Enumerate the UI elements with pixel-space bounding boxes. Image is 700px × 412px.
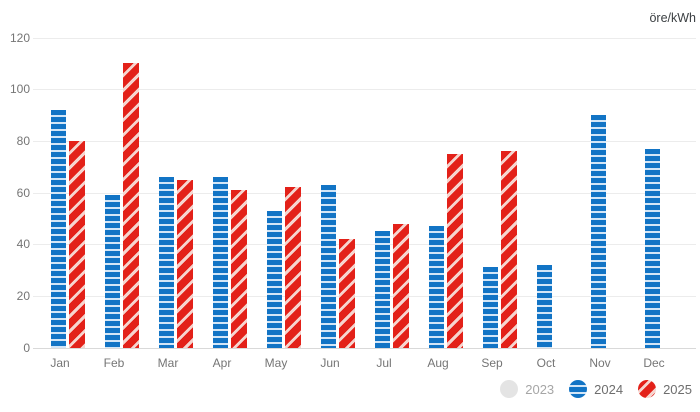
gridline-60 — [33, 192, 696, 194]
bar-2025-mar[interactable] — [177, 179, 193, 348]
bar-2025-jul[interactable] — [393, 223, 409, 348]
bar-2024-apr[interactable] — [213, 177, 228, 348]
x-tick-label-feb: Feb — [103, 356, 125, 370]
x-tick-label-dec: Dec — [643, 356, 665, 370]
x-tick-label-aug: Aug — [427, 356, 449, 370]
legend-swatch-2024-horizontal-stripes-icon — [569, 380, 588, 398]
bar-2024-feb[interactable] — [105, 195, 120, 348]
x-tick-label-jul: Jul — [376, 356, 392, 370]
bar-2024-jun[interactable] — [321, 184, 336, 348]
bar-2025-sep[interactable] — [501, 151, 517, 348]
bar-2024-aug[interactable] — [429, 226, 444, 348]
legend-swatch-2023-icon — [500, 380, 519, 398]
gridline-120 — [33, 37, 696, 39]
x-tick-label-jan: Jan — [50, 356, 70, 370]
bar-2025-jun[interactable] — [339, 239, 355, 348]
bar-2024-dec[interactable] — [645, 148, 660, 348]
y-tick-label-80: 80 — [16, 133, 30, 148]
bar-2024-sep[interactable] — [483, 267, 498, 348]
bar-2025-feb[interactable] — [123, 63, 139, 348]
y-tick-label-60: 60 — [16, 185, 30, 200]
y-tick-label-20: 20 — [16, 288, 30, 303]
bar-2025-may[interactable] — [285, 187, 301, 348]
legend-item-2025[interactable]: 2025 — [638, 380, 692, 398]
legend-label-2024: 2024 — [594, 381, 624, 397]
x-tick-label-apr: Apr — [212, 356, 232, 370]
y-axis-unit-label: öre/kWh — [649, 11, 696, 25]
x-axis-baseline — [33, 347, 696, 349]
legend-label-2025: 2025 — [663, 381, 692, 397]
gridline-40 — [33, 244, 696, 246]
bar-2025-apr[interactable] — [231, 189, 247, 348]
y-tick-label-120: 120 — [9, 30, 30, 45]
y-tick-label-40: 40 — [16, 237, 30, 252]
x-tick-label-mar: Mar — [157, 356, 179, 370]
bar-2025-aug[interactable] — [447, 153, 463, 348]
legend-label-2023: 2023 — [525, 381, 555, 397]
legend-item-2024[interactable]: 2024 — [569, 380, 623, 398]
bar-2024-oct[interactable] — [537, 264, 552, 348]
x-tick-label-jun: Jun — [320, 356, 340, 370]
gridline-80 — [33, 140, 696, 142]
x-tick-label-sep: Sep — [481, 356, 503, 370]
y-tick-label-100: 100 — [9, 82, 30, 97]
bar-2025-jan[interactable] — [69, 140, 85, 348]
bar-2024-jul[interactable] — [375, 231, 390, 348]
bar-2024-may[interactable] — [267, 210, 282, 348]
bar-2024-mar[interactable] — [159, 177, 174, 348]
bar-2024-jan[interactable] — [51, 109, 66, 348]
gridline-20 — [33, 295, 696, 297]
legend-swatch-2025-diagonal-stripes-icon — [638, 380, 657, 398]
bar-2024-nov[interactable] — [591, 115, 606, 348]
chart-legend: 2023 2024 2025 — [500, 380, 692, 398]
gridline-100 — [33, 89, 696, 91]
legend-item-2023[interactable]: 2023 — [500, 380, 554, 398]
x-tick-label-may: May — [264, 356, 288, 370]
x-tick-label-nov: Nov — [589, 356, 611, 370]
x-tick-label-oct: Oct — [536, 356, 556, 370]
y-tick-label-0: 0 — [23, 340, 30, 355]
